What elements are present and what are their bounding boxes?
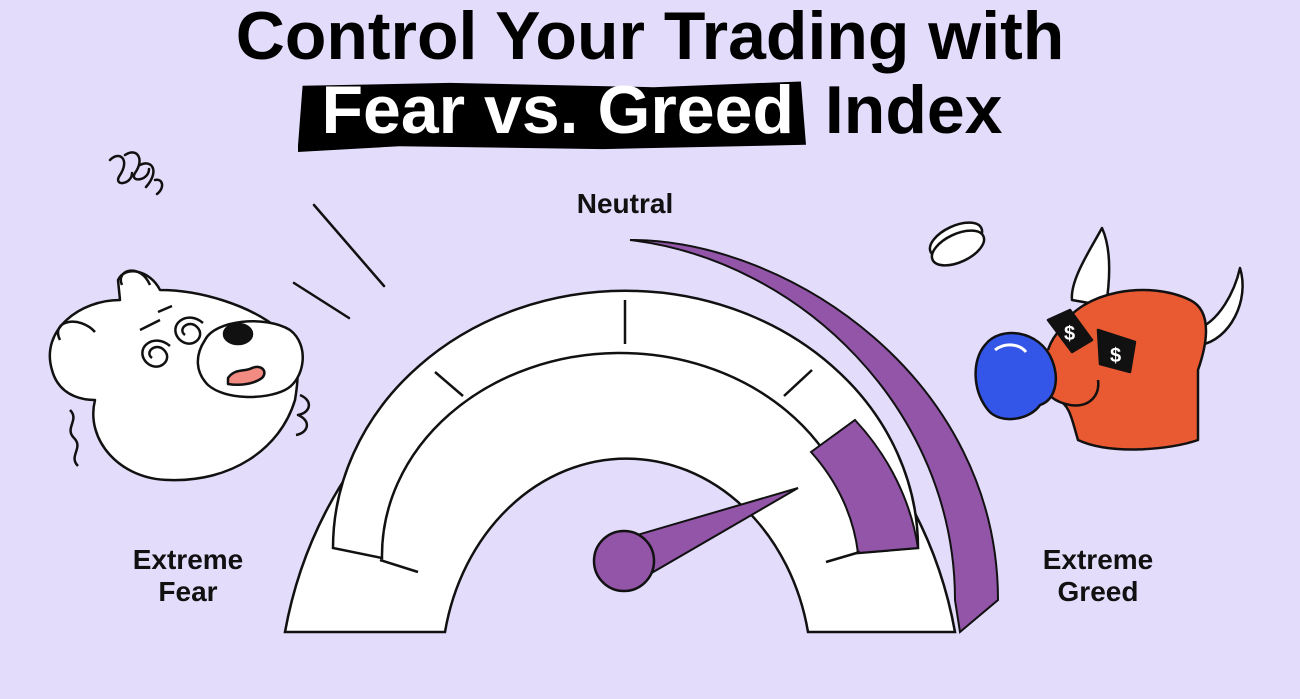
gauge-needle-hub: [592, 529, 656, 593]
gauge: [283, 239, 1000, 634]
gauge-greed-segment: [809, 418, 920, 555]
dollar-sign-left: $: [1064, 323, 1075, 345]
dollar-sign-right: $: [1110, 345, 1121, 367]
gauge-label-extreme-greed: Extreme Greed: [1042, 544, 1154, 607]
gauge-tick-right: [783, 369, 813, 397]
title-line-2: Fear vs. Greed Index: [0, 74, 1300, 146]
gauge-label-extreme-fear: Extreme Fear: [132, 544, 244, 607]
gauge-label-neutral: Neutral: [576, 188, 674, 219]
gauge-tick-fear: [379, 558, 419, 574]
title-rest: Index: [824, 72, 1003, 148]
gauge-side-band: [629, 239, 1000, 634]
gauge-inner-band: [331, 289, 920, 560]
motion-lines: [108, 151, 386, 320]
gauge-tick-left: [434, 371, 464, 397]
coin-icon: [928, 221, 986, 267]
title-highlight: Fear vs. Greed: [298, 74, 800, 146]
scared-bear-icon: [48, 269, 310, 482]
greedy-bull-icon: $ $: [974, 226, 1244, 451]
title-line-1: Control Your Trading with: [235, 0, 1065, 74]
gauge-tick-greed: [825, 550, 861, 564]
